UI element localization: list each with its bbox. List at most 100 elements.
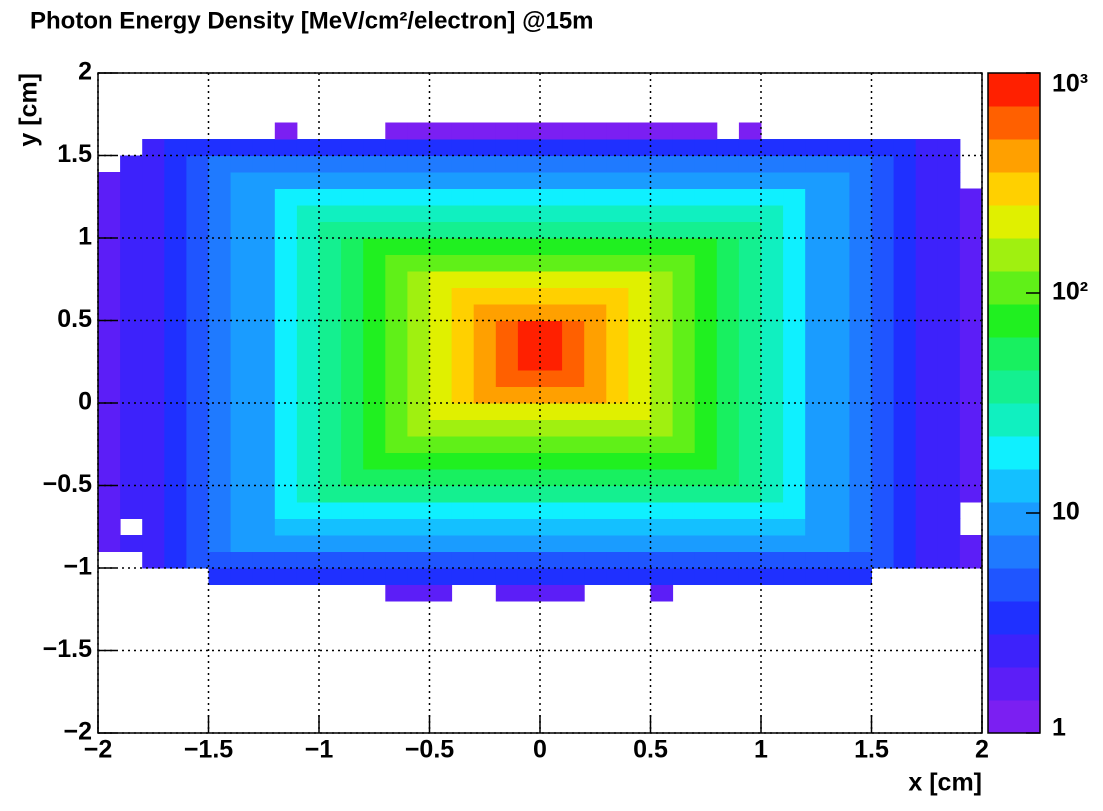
- cell: [252, 238, 276, 255]
- cell: [540, 568, 563, 585]
- cell: [738, 139, 762, 156]
- cell: [650, 238, 674, 255]
- cell: [164, 535, 187, 552]
- cell: [915, 535, 939, 552]
- cell: [738, 568, 762, 585]
- cell: [296, 370, 320, 387]
- cell: [429, 452, 453, 470]
- cell: [98, 188, 121, 206]
- cell: [186, 353, 209, 371]
- cell: [296, 304, 320, 321]
- cell: [871, 436, 895, 453]
- cell: [517, 337, 541, 354]
- cell: [716, 436, 740, 453]
- cell: [562, 551, 585, 569]
- cell: [363, 485, 386, 503]
- cell: [363, 403, 386, 420]
- cell: [451, 469, 475, 486]
- cell: [319, 469, 342, 486]
- cell: [562, 584, 585, 602]
- cell: [893, 287, 917, 305]
- cell: [606, 254, 629, 272]
- cell: [429, 419, 453, 437]
- cell: [562, 139, 585, 156]
- cell: [871, 172, 895, 189]
- cell: [385, 502, 408, 519]
- cell: [650, 155, 674, 173]
- cell: [274, 271, 298, 288]
- cell: [274, 568, 298, 585]
- cell: [451, 221, 475, 239]
- cell: [473, 518, 497, 536]
- cell: [98, 386, 121, 404]
- cell: [230, 535, 254, 552]
- cell: [761, 568, 784, 585]
- cell: [451, 419, 475, 437]
- cell: [120, 452, 143, 470]
- cell: [186, 304, 209, 321]
- cell: [341, 188, 364, 206]
- cell: [606, 518, 629, 536]
- cell: [937, 436, 961, 453]
- cell: [915, 370, 939, 387]
- cell: [606, 320, 629, 338]
- cell: [937, 502, 961, 519]
- cell: [186, 452, 209, 470]
- cell: [540, 271, 563, 288]
- cell: [672, 452, 696, 470]
- cell: [761, 139, 784, 156]
- cell: [650, 436, 674, 453]
- cell: [893, 337, 917, 354]
- cell: [540, 452, 563, 470]
- cell: [672, 370, 696, 387]
- y-tick-label: 0.5: [57, 305, 92, 333]
- cell: [230, 436, 254, 453]
- cell: [429, 337, 453, 354]
- cell: [517, 403, 541, 420]
- cell: [341, 535, 364, 552]
- cell: [186, 502, 209, 519]
- cell: [959, 320, 983, 338]
- cell: [208, 337, 232, 354]
- cell: [164, 287, 187, 305]
- cell: [827, 403, 850, 420]
- cell: [937, 320, 961, 338]
- z-tick-label: 10: [1052, 498, 1080, 526]
- cell: [716, 337, 740, 354]
- cell: [893, 221, 917, 239]
- cell: [517, 452, 541, 470]
- cell: [738, 238, 762, 255]
- cell: [319, 568, 342, 585]
- color-band: [988, 535, 1040, 569]
- cell: [495, 386, 519, 404]
- color-band: [988, 700, 1040, 734]
- cell: [783, 188, 806, 206]
- cell: [694, 535, 718, 552]
- cell: [562, 535, 585, 552]
- cell: [495, 403, 519, 420]
- cell: [584, 419, 607, 437]
- cell: [915, 287, 939, 305]
- cell: [628, 502, 651, 519]
- cell: [805, 221, 828, 239]
- cell: [296, 254, 320, 272]
- cell: [738, 535, 762, 552]
- cell: [451, 353, 475, 371]
- cell: [517, 370, 541, 387]
- cell: [606, 370, 629, 387]
- cell: [186, 436, 209, 453]
- cell: [827, 205, 850, 222]
- cell: [274, 287, 298, 305]
- cell: [650, 205, 674, 222]
- cell: [473, 535, 497, 552]
- cell: [738, 551, 762, 569]
- cell: [716, 287, 740, 305]
- cell: [650, 568, 674, 585]
- cell: [429, 584, 453, 602]
- color-band: [988, 139, 1040, 173]
- cell: [274, 254, 298, 272]
- cell: [761, 221, 784, 239]
- cell: [341, 370, 364, 387]
- cell: [517, 287, 541, 305]
- cell: [186, 403, 209, 420]
